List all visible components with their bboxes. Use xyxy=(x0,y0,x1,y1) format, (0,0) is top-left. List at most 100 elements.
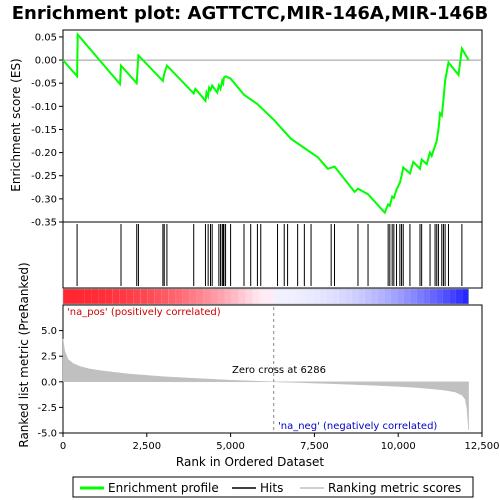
color-bar-segment xyxy=(266,289,274,304)
metric-y-tick-label: 2.5 xyxy=(41,352,57,363)
color-bar-segment xyxy=(286,289,294,304)
chart-title: Enrichment plot: AGTTCTC,MIR-146A,MIR-14… xyxy=(12,3,489,24)
color-bar-segment xyxy=(175,289,183,304)
color-bar-segment xyxy=(91,289,99,304)
color-bar-segment xyxy=(259,289,267,304)
color-bar-segment xyxy=(384,289,391,304)
x-tick-label: 10,000 xyxy=(381,441,416,452)
enrichment-profile-line xyxy=(62,31,470,215)
color-bar-segment xyxy=(112,289,120,304)
rank-color-bar xyxy=(62,288,469,305)
color-bar-segment xyxy=(338,289,346,304)
color-bar-segment xyxy=(403,289,411,304)
pos-label: 'na_pos' (positively correlated) xyxy=(67,307,221,318)
legend-metric-label: Ranking metric scores xyxy=(328,481,461,495)
zero-cross-label: Zero cross at 6286 xyxy=(232,365,326,376)
color-bar-segment xyxy=(371,289,378,304)
color-bar-segment xyxy=(293,289,300,304)
es-y-tick-label: -0.10 xyxy=(31,102,57,113)
color-bar-segment xyxy=(325,289,333,304)
color-bar-segment xyxy=(345,289,352,304)
metric-y-axis-label: Ranked list metric (PreRanked) xyxy=(17,262,31,447)
color-bar-segment xyxy=(332,289,339,304)
hits-group xyxy=(76,224,463,286)
es-y-tick-label: 0.00 xyxy=(35,56,57,67)
color-bar-segment xyxy=(423,289,430,304)
color-bar-segment xyxy=(210,289,218,304)
color-bar-segment xyxy=(429,289,437,304)
legend-enrichment-label: Enrichment profile xyxy=(108,481,219,495)
color-bar-segment xyxy=(299,289,307,304)
color-bar-segment xyxy=(312,289,320,304)
color-bar-segment xyxy=(416,289,424,304)
color-bar-segment xyxy=(364,289,372,304)
es-y-tick-label: -0.05 xyxy=(31,79,57,90)
x-tick-label: 0 xyxy=(60,441,66,452)
es-y-axis-label: Enrichment score (ES) xyxy=(9,58,23,191)
neg-label: 'na_neg' (negatively correlated) xyxy=(278,421,437,432)
metric-y-tick-label: -2.5 xyxy=(37,403,57,414)
color-bar-segment xyxy=(161,289,169,304)
color-bar-segment xyxy=(280,289,287,304)
color-bar-segment xyxy=(147,289,155,304)
color-bar-segment xyxy=(126,289,134,304)
color-bar-segment xyxy=(168,289,176,304)
es-y-tick-label: 0.05 xyxy=(35,32,57,43)
color-bar-segment xyxy=(358,289,365,304)
metric-y-tick-label: 0.0 xyxy=(41,377,57,388)
x-tick-label: 2,500 xyxy=(132,441,161,452)
color-bar-segment xyxy=(455,289,463,304)
color-bar-outline xyxy=(62,288,469,305)
color-bar-segment xyxy=(390,289,398,304)
color-bar-segment xyxy=(77,289,84,304)
color-bar-segment xyxy=(203,289,211,304)
color-bar-segment xyxy=(119,289,127,304)
legend-box xyxy=(72,476,474,498)
ranking-metric-area xyxy=(62,338,469,430)
color-bar-segment xyxy=(442,289,450,304)
es-y-ticks: 0.05 0.00 -0.05 -0.10 -0.15 -0.20 -0.25 -0.30 -0… xyxy=(31,32,63,229)
color-bar-segment xyxy=(182,289,190,304)
legend-hits-label: Hits xyxy=(260,481,283,495)
color-bar-segment xyxy=(154,289,162,304)
color-bar-segment xyxy=(449,289,456,304)
x-tick-label: 7,500 xyxy=(300,441,329,452)
ranking-metric-group xyxy=(62,307,469,433)
hits-panel-frame xyxy=(62,221,483,289)
color-bar-segment xyxy=(105,289,113,304)
color-bar-segment xyxy=(217,289,225,304)
color-bar-segment xyxy=(306,289,313,304)
es-y-tick-label: -0.15 xyxy=(31,125,57,136)
x-tick-label: 5,000 xyxy=(216,441,245,452)
enrichment-profile-group xyxy=(62,31,470,215)
color-bar-segment xyxy=(351,289,359,304)
x-ticks: 0 2,500 5,000 7,500 10,000 12,500 xyxy=(60,433,500,452)
es-panel-frame xyxy=(62,29,483,223)
es-y-tick-label: -0.20 xyxy=(31,148,57,159)
color-bar-segment xyxy=(196,289,204,304)
color-bar-segment xyxy=(231,289,239,304)
metric-y-tick-label: -5.0 xyxy=(37,429,57,440)
color-bar-segment xyxy=(462,289,469,304)
color-bar-segment xyxy=(397,289,404,304)
color-bar-segment xyxy=(189,289,197,304)
color-bar-segment xyxy=(377,289,385,304)
es-y-tick-label: -0.35 xyxy=(31,218,57,229)
color-bar-segment xyxy=(319,289,326,304)
x-axis-label: Rank in Ordered Dataset xyxy=(176,455,324,469)
color-bar-segment xyxy=(436,289,443,304)
metric-y-ticks: 5.0 2.5 0.0 -2.5 -5.0 xyxy=(37,326,63,440)
color-bar-segment xyxy=(273,289,281,304)
color-bar-segment xyxy=(63,289,70,304)
metric-y-tick-label: 5.0 xyxy=(41,326,57,337)
color-bar-segment xyxy=(410,289,417,304)
color-bar-segment xyxy=(98,289,106,304)
color-bar-segment xyxy=(224,289,232,304)
color-bar-segment xyxy=(245,289,253,304)
color-bar-segment xyxy=(140,289,148,304)
color-bar-segment xyxy=(70,289,77,304)
color-bar-segment xyxy=(252,289,260,304)
color-bar-segment xyxy=(238,289,246,304)
